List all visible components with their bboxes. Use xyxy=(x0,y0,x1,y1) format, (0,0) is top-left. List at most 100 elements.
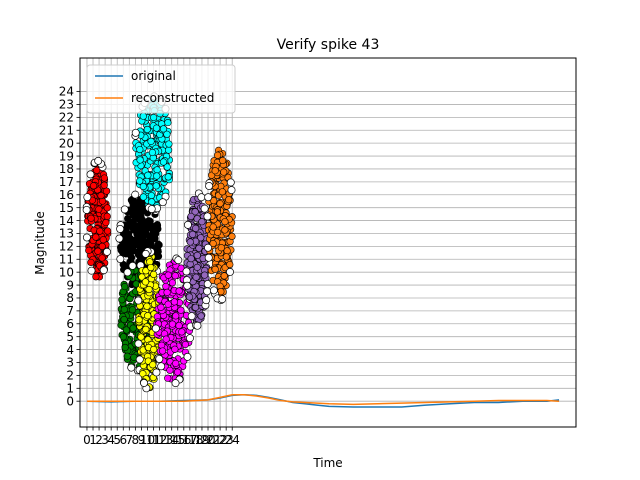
scatter-point xyxy=(128,306,137,314)
scatter-point xyxy=(123,352,131,360)
legend: original reconstructed xyxy=(86,64,236,114)
scatter-point xyxy=(99,236,107,244)
scatter-point xyxy=(152,124,161,132)
x-tick-label: 16 xyxy=(176,433,191,447)
scatter-point xyxy=(191,303,200,311)
scatter-point xyxy=(104,227,112,235)
scatter-outlier xyxy=(115,234,124,243)
x-tick-label: 1 xyxy=(89,433,97,447)
scatter-outlier xyxy=(187,312,196,321)
scatter-point xyxy=(175,287,183,295)
y-tick-label: 8 xyxy=(66,291,74,305)
scatter-point xyxy=(142,267,150,275)
scatter-outlier xyxy=(182,267,191,276)
scatter-outlier xyxy=(193,321,202,330)
x-axis-label: Time xyxy=(312,456,342,470)
scatter-point xyxy=(225,196,233,204)
scatter-point xyxy=(171,272,179,280)
y-tick-label: 9 xyxy=(66,278,74,292)
scatter-outlier xyxy=(158,198,167,207)
scatter-outlier xyxy=(157,362,166,371)
y-tick-label: 23 xyxy=(59,98,74,112)
scatter-point xyxy=(121,283,129,291)
scatter-point xyxy=(220,168,228,176)
scatter-point xyxy=(157,303,165,311)
scatter-point xyxy=(172,359,180,367)
y-tick-label: 24 xyxy=(59,85,74,99)
scatter-point xyxy=(216,200,224,208)
scatter-point xyxy=(142,325,150,333)
scatter-outlier xyxy=(82,233,91,242)
scatter-outlier xyxy=(147,205,156,214)
scatter-outlier xyxy=(128,261,137,270)
scatter-point xyxy=(124,214,132,223)
cluster-7 xyxy=(203,146,236,304)
scatter-point xyxy=(145,239,154,247)
y-tick-label: 15 xyxy=(59,201,74,215)
scatter-point xyxy=(171,345,179,353)
scatter-point xyxy=(162,335,170,343)
scatter-point xyxy=(201,271,209,279)
scatter-point xyxy=(228,232,236,240)
scatter-point xyxy=(153,166,161,174)
scatter-point xyxy=(144,171,152,179)
x-tick-label: 23 xyxy=(219,433,234,447)
scatter-point xyxy=(98,254,106,262)
scatter-point xyxy=(120,315,128,324)
y-tick-label: 7 xyxy=(66,304,74,318)
scatter-point xyxy=(153,172,161,180)
scatter-outlier xyxy=(134,296,143,305)
scatter-point xyxy=(96,227,104,235)
scatter-outlier xyxy=(203,280,212,289)
scatter-point xyxy=(119,333,128,341)
scatter-point xyxy=(177,306,185,314)
scatter-point xyxy=(87,214,95,222)
scatter-point xyxy=(210,196,218,205)
y-tick-label: 14 xyxy=(59,214,74,228)
scatter-point xyxy=(172,312,180,320)
scatter-point xyxy=(191,208,199,216)
scatter-point xyxy=(97,191,105,200)
x-tick-label: 4 xyxy=(107,433,115,447)
scatter-point xyxy=(120,305,128,314)
scatter-outlier xyxy=(135,355,144,364)
scatter-point xyxy=(149,223,157,231)
scatter-outlier xyxy=(140,379,148,387)
scatter-outlier xyxy=(116,255,125,263)
scatter-point xyxy=(185,293,194,301)
scatter-point xyxy=(164,118,172,127)
scatter-outlier xyxy=(183,352,192,361)
scatter-point xyxy=(226,260,234,269)
scatter-outlier xyxy=(151,324,160,333)
scatter-point xyxy=(154,246,162,254)
scatter-point xyxy=(222,253,230,261)
y-tick-label: 21 xyxy=(59,123,74,137)
scatter-point xyxy=(211,167,219,175)
scatter-point xyxy=(187,255,195,263)
scatter-point xyxy=(103,204,111,212)
scatter-outlier xyxy=(203,212,212,221)
scatter-outlier xyxy=(99,266,108,275)
x-tick-label: 5 xyxy=(113,433,121,447)
series-line-reconstructed xyxy=(86,393,560,406)
x-tick-label: 21 xyxy=(206,433,221,447)
scatter-point xyxy=(187,212,195,221)
scatter-point xyxy=(121,343,129,352)
y-tick-label: 2 xyxy=(66,369,74,383)
scatter-outlier xyxy=(204,243,212,252)
scatter-point xyxy=(147,137,155,145)
scatter-point xyxy=(137,333,145,341)
scatter-point xyxy=(150,270,158,279)
scatter-point xyxy=(149,113,158,122)
scatter-point xyxy=(218,188,226,196)
x-tick-label: 3 xyxy=(101,433,109,447)
scatter-point xyxy=(158,347,167,355)
scatter-point xyxy=(93,166,101,174)
scatter-point xyxy=(148,148,157,157)
scatter-point xyxy=(197,312,205,320)
y-tick-label: 11 xyxy=(59,252,74,266)
scatter-point xyxy=(94,247,102,255)
scatter-point xyxy=(128,243,137,252)
scatter-outlier xyxy=(226,267,234,276)
